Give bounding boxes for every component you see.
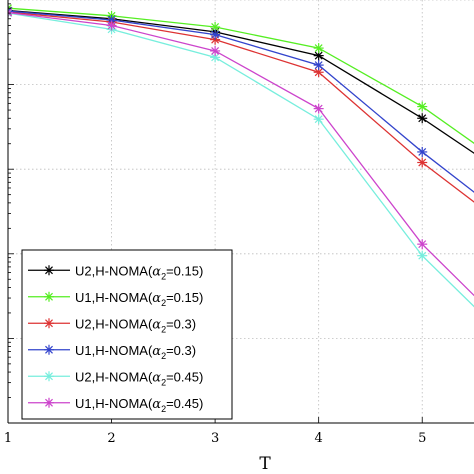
- data-point: [210, 45, 221, 56]
- data-point: [44, 291, 54, 302]
- series-4: [8, 6, 474, 193]
- data-point: [417, 146, 428, 157]
- legend-item: U2,H-NOMA(α2=0.15): [28, 263, 203, 281]
- series-6: [8, 7, 474, 297]
- data-point: [210, 29, 221, 40]
- legend-item: U1,H-NOMA(α2=0.45): [28, 396, 203, 414]
- legend-label: U1,H-NOMA(α2=0.15): [75, 290, 203, 308]
- x-tick-label: 1: [4, 431, 12, 446]
- data-point: [417, 157, 428, 168]
- x-tick-label: 2: [107, 431, 115, 446]
- series-line: [8, 11, 474, 297]
- legend-label: U2,H-NOMA(α2=0.45): [75, 369, 203, 387]
- x-axis-label: T: [259, 454, 271, 474]
- data-point: [417, 250, 428, 261]
- data-point: [44, 397, 54, 408]
- data-point: [417, 113, 428, 124]
- x-tick-label: 3: [211, 431, 219, 446]
- data-point: [417, 239, 428, 250]
- series-line: [8, 10, 474, 193]
- series-line: [8, 9, 474, 154]
- series-layer: [8, 3, 474, 308]
- data-point: [44, 344, 54, 355]
- x-tick-label: 5: [418, 431, 426, 446]
- data-point: [44, 371, 54, 382]
- legend-label: U1,H-NOMA(α2=0.45): [75, 396, 203, 414]
- legend-label: U2,H-NOMA(α2=0.3): [75, 316, 196, 334]
- data-point: [44, 265, 54, 276]
- x-tick-label: 4: [315, 431, 323, 446]
- data-point: [313, 43, 324, 54]
- legend-box: [21, 249, 233, 420]
- data-point: [106, 20, 117, 31]
- data-point: [44, 318, 54, 329]
- legend-item: U2,H-NOMA(α2=0.45): [28, 369, 203, 387]
- legend-item: U1,H-NOMA(α2=0.15): [28, 290, 203, 308]
- data-point: [313, 103, 324, 114]
- axes: 1 2 3 4 5: [4, 0, 474, 446]
- legend-label: U1,H-NOMA(α2=0.3): [75, 343, 196, 361]
- legend-item: U2,H-NOMA(α2=0.3): [28, 316, 196, 334]
- series-line: [8, 7, 474, 144]
- series-line: [8, 12, 474, 308]
- legend-label: U2,H-NOMA(α2=0.15): [75, 263, 203, 281]
- data-point: [417, 101, 428, 112]
- legend-item: U1,H-NOMA(α2=0.3): [28, 343, 196, 361]
- data-point: [313, 60, 324, 71]
- data-point: [8, 7, 13, 18]
- legend: U2,H-NOMA(α2=0.15) U1,H-NOMA(α2=0.15) U2,H…: [21, 249, 233, 420]
- series-line: [8, 11, 474, 203]
- data-point: [313, 114, 324, 125]
